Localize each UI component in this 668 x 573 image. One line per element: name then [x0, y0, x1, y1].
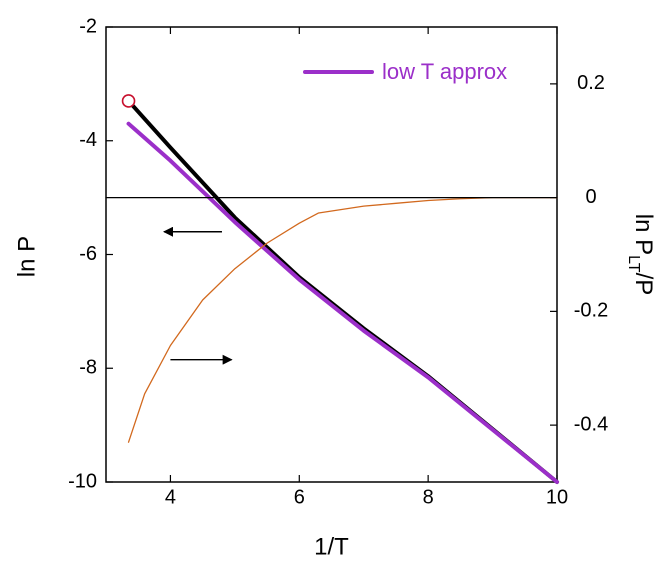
y-left-tick-label: -8	[79, 357, 97, 379]
y-right-axis-title: ln PLT/P	[625, 214, 656, 296]
x-tick-label: 8	[423, 486, 434, 508]
y-right-axis-title-subscript: LT	[625, 255, 642, 273]
y-left-tick-label: -4	[79, 129, 97, 151]
legend-label: low T approx	[382, 59, 507, 84]
y-right-axis-title-main: ln P	[630, 214, 657, 255]
y-left-tick-label: -10	[68, 470, 97, 492]
start-point-marker	[121, 94, 136, 108]
plot-frame	[105, 26, 558, 483]
x-axis-title: 1/T	[314, 533, 349, 560]
y-right-axis-title-tail: /P	[630, 273, 657, 296]
series-line-exact	[126, 98, 559, 484]
plot-layer: 4 6 8 10-10-8-6-4-2-0.4-0.200.21/Tln Pln PL…	[13, 15, 656, 560]
y-right-tick-label: 0	[585, 186, 596, 208]
x-tick-label: 4	[165, 486, 176, 508]
y-right-tick-label: -0.2	[574, 300, 608, 322]
x-tick-label: 6	[294, 486, 305, 508]
y-left-axis-title: ln P	[13, 236, 40, 277]
y-right-tick-label: 0.2	[577, 72, 605, 94]
series-line-ratio	[127, 196, 558, 443]
x-tick-label: 10	[546, 486, 568, 508]
series-line-low-t-approx	[126, 121, 559, 484]
y-left-tick-label: -6	[79, 243, 97, 265]
y-right-tick-label: -0.4	[574, 413, 608, 435]
y-left-tick-label: -2	[79, 15, 97, 37]
